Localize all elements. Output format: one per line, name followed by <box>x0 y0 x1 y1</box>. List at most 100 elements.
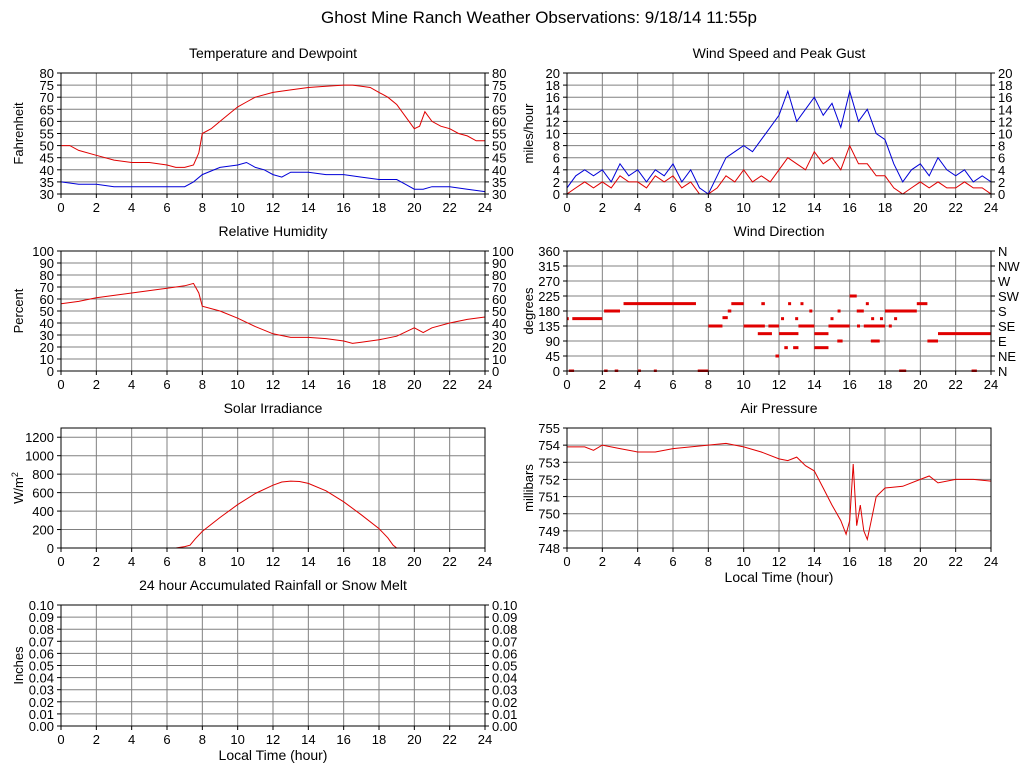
tick-label-y: 20 <box>546 66 560 81</box>
tick-label-x: 0 <box>563 377 570 392</box>
tick-label-y-right: SE <box>998 319 1016 334</box>
tick-label-y: 14 <box>546 102 560 117</box>
tick-label-x: 2 <box>93 377 100 392</box>
tick-label-x: 18 <box>372 732 386 747</box>
tick-label-x: 22 <box>948 200 962 215</box>
tick-label-y-right: 80 <box>492 268 506 283</box>
tick-label-y-right: 30 <box>492 328 506 343</box>
tick-label-y: 60 <box>40 292 54 307</box>
tick-label-y-right: N <box>998 364 1007 379</box>
tick-label-y: 600 <box>32 486 54 501</box>
tick-label-x: 8 <box>199 200 206 215</box>
tick-label-y: 20 <box>40 340 54 355</box>
tick-label-y: 0.02 <box>29 695 54 710</box>
tick-label-y: 225 <box>538 289 560 304</box>
tick-label-x: 0 <box>57 554 64 569</box>
tick-label-y: 749 <box>538 524 560 539</box>
tick-label-y-right: 70 <box>492 90 506 105</box>
tick-label-y: 50 <box>40 304 54 319</box>
direction-point <box>857 324 860 328</box>
tick-label-y: 65 <box>40 102 54 117</box>
tick-label-y-right: 30 <box>492 187 506 202</box>
tick-label-y-right: 0.04 <box>492 671 517 686</box>
tick-label-y: 751 <box>538 490 560 505</box>
series-line-red <box>61 84 485 168</box>
tick-label-y-right: SW <box>998 289 1020 304</box>
tick-label-x: 20 <box>407 200 421 215</box>
tick-label-x: 14 <box>807 377 821 392</box>
tick-label-x: 20 <box>407 732 421 747</box>
direction-point <box>830 317 834 321</box>
tick-label-y: 315 <box>538 259 560 274</box>
tick-label-y: 754 <box>538 438 560 453</box>
tick-label-x: 24 <box>478 732 492 747</box>
tick-label-y-right: 10 <box>998 127 1012 142</box>
tick-label-y-right: 8 <box>998 139 1005 154</box>
tick-label-x: 22 <box>948 377 962 392</box>
tick-label-y-right: NW <box>998 259 1020 274</box>
axis-label-y: degrees <box>521 287 536 334</box>
tick-label-x: 20 <box>913 377 927 392</box>
chart-title: 24 hour Accumulated Rainfall or Snow Mel… <box>139 577 407 593</box>
tick-label-y: 0.06 <box>29 646 54 661</box>
tick-label-y-right: 10 <box>492 352 506 367</box>
series-line-red <box>567 144 991 195</box>
tick-label-x: 4 <box>128 554 135 569</box>
tick-label-x: 0 <box>563 200 570 215</box>
tick-label-y: 55 <box>40 127 54 142</box>
plot-frame <box>60 604 486 727</box>
tick-label-y-right: 40 <box>492 163 506 178</box>
tick-label-x: 22 <box>442 377 456 392</box>
tick-label-x: 6 <box>669 377 676 392</box>
tick-label-y: 0.09 <box>29 610 54 625</box>
plot-area <box>61 480 485 549</box>
tick-label-x: 2 <box>599 200 606 215</box>
chart-title: Wind Direction <box>733 223 824 239</box>
tick-label-x: 20 <box>913 200 927 215</box>
chart-title: Relative Humidity <box>219 223 328 239</box>
tick-label-x: 22 <box>442 732 456 747</box>
tick-label-y-right: 55 <box>492 127 506 142</box>
tick-label-y: 1000 <box>25 449 54 464</box>
tick-label-x: 8 <box>705 200 712 215</box>
plot-area <box>61 84 485 193</box>
tick-label-x: 16 <box>336 377 350 392</box>
plot-area <box>567 89 991 195</box>
tick-label-y: 8 <box>553 139 560 154</box>
axis-label-y: Inches <box>11 646 26 685</box>
tick-label-y: 100 <box>32 244 54 259</box>
chart-rain: 24 hour Accumulated Rainfall or Snow Mel… <box>11 577 517 763</box>
tick-label-y-right: E <box>998 334 1007 349</box>
tick-label-y: 30 <box>40 328 54 343</box>
tick-label-y: 0.05 <box>29 659 54 674</box>
tick-label-y: 4 <box>553 163 560 178</box>
plot-area <box>567 442 991 542</box>
tick-label-y: 0.07 <box>29 634 54 649</box>
tick-label-x: 14 <box>807 200 821 215</box>
tick-label-x: 12 <box>266 554 280 569</box>
tick-label-y: 50 <box>40 139 54 154</box>
tick-label-y-right: 65 <box>492 102 506 117</box>
tick-label-y-right: 0.06 <box>492 646 517 661</box>
tick-label-y-right: 40 <box>492 316 506 331</box>
tick-label-y-right: 60 <box>492 292 506 307</box>
direction-point <box>809 309 813 313</box>
tick-label-x: 0 <box>57 732 64 747</box>
tick-label-x: 22 <box>948 554 962 569</box>
tick-label-x: 4 <box>128 377 135 392</box>
tick-label-x: 20 <box>407 377 421 392</box>
tick-label-x: 8 <box>705 554 712 569</box>
tick-label-x: 14 <box>301 732 315 747</box>
tick-label-y: 90 <box>546 334 560 349</box>
tick-label-x: 16 <box>336 554 350 569</box>
tick-label-x: 10 <box>230 377 244 392</box>
tick-label-y: 0.00 <box>29 719 54 734</box>
series-line-red <box>61 480 485 549</box>
tick-label-y-right: 50 <box>492 139 506 154</box>
tick-label-y-right: 0.02 <box>492 695 517 710</box>
tick-label-x: 14 <box>301 200 315 215</box>
tick-label-y-right: 2 <box>998 175 1005 190</box>
tick-label-x: 18 <box>372 200 386 215</box>
